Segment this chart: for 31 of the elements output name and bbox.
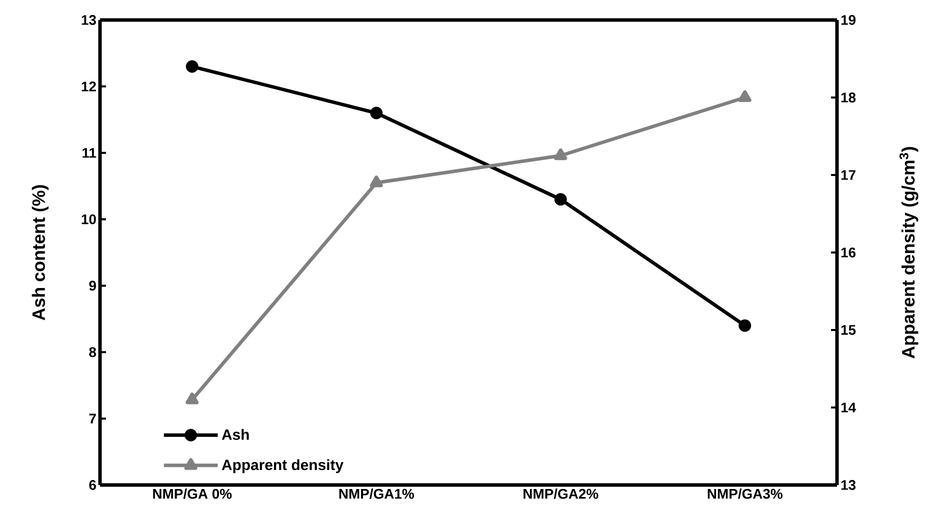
x-tick-label: NMP/GA3% — [708, 488, 782, 499]
y-tick-label: 11 — [82, 148, 96, 158]
point — [554, 193, 567, 206]
point — [370, 106, 383, 120]
point — [186, 60, 198, 73]
point — [738, 90, 752, 102]
legend-label: Apparent density — [222, 459, 344, 474]
legend-label: Ash — [222, 428, 249, 440]
y-tick-label: 7 — [89, 414, 96, 424]
y-tick-label: 6 — [89, 480, 96, 490]
y2-tick-label: 14 — [841, 402, 856, 412]
x-tick-label: NMP/GA1% — [339, 488, 414, 499]
y2-tick-label: 18 — [841, 92, 856, 102]
y-tick-label: 10 — [82, 214, 96, 224]
y-tick-label: 13 — [82, 15, 96, 25]
x-tick-label: NMP/GA2% — [524, 488, 598, 499]
y2-tick-label: 13 — [841, 480, 856, 490]
point — [738, 319, 752, 332]
y-tick-label: 12 — [82, 82, 96, 92]
y-axis-title: Ash content (%) — [32, 185, 49, 320]
y2-tick-label: 16 — [841, 248, 856, 258]
x-tick-label: NMP/GA 0% — [153, 488, 232, 499]
y-tick-label: 8 — [89, 347, 96, 358]
y2-tick-label: 15 — [841, 325, 856, 335]
point — [370, 176, 383, 188]
point — [554, 148, 568, 160]
y-tick-label: 9 — [89, 280, 96, 291]
y2-tick-label: 17 — [841, 170, 856, 180]
y2-axis-title: Apparent density (g/cm$^{3}$) — [899, 147, 918, 358]
point — [186, 392, 199, 404]
y2-tick-label: 19 — [841, 15, 856, 25]
